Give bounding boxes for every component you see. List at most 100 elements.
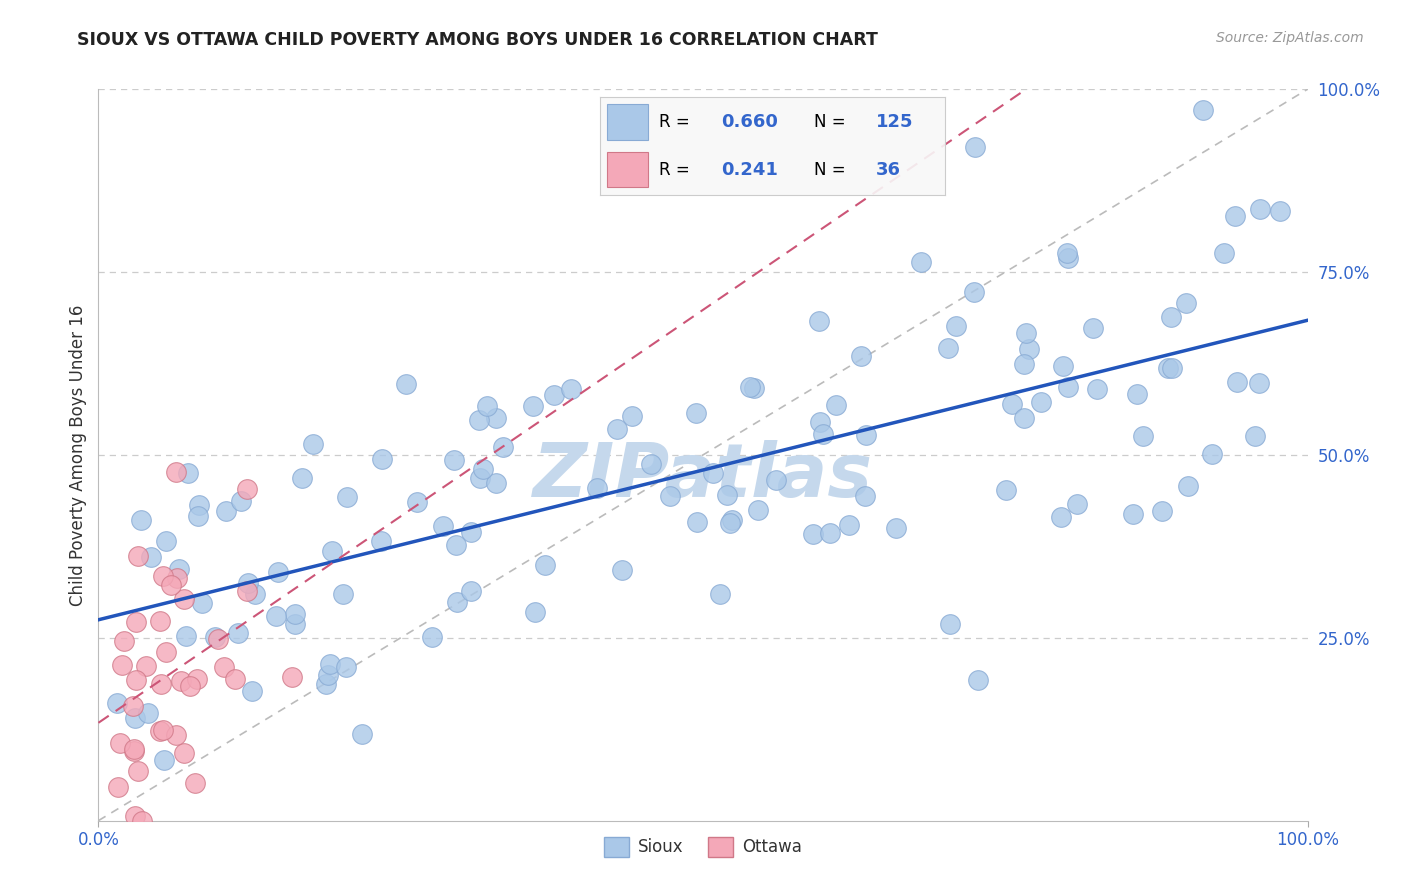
Point — [1249, 202, 1271, 216]
Point — [1150, 504, 1173, 518]
Point — [808, 314, 831, 328]
Point — [1012, 410, 1035, 425]
Point — [152, 569, 174, 583]
Point — [215, 504, 238, 518]
Point — [543, 388, 565, 402]
Point — [945, 318, 967, 333]
Point — [1157, 360, 1180, 375]
Point — [284, 617, 307, 632]
Point — [136, 706, 159, 721]
Point — [395, 376, 418, 391]
Text: ZIPatlas: ZIPatlas — [533, 441, 873, 514]
Point — [838, 518, 860, 533]
Point — [173, 591, 195, 606]
Point — [1057, 251, 1080, 265]
Point — [963, 285, 986, 300]
Point — [420, 630, 443, 644]
Point — [938, 617, 960, 632]
Point — [460, 524, 482, 539]
Point — [967, 673, 990, 687]
Point — [236, 575, 259, 590]
Point — [485, 475, 508, 490]
Point — [236, 584, 259, 599]
Point — [1132, 429, 1154, 443]
Point — [352, 727, 374, 741]
Point — [169, 562, 191, 576]
Point — [742, 381, 765, 395]
Point — [686, 516, 709, 530]
Point — [129, 513, 152, 527]
Point — [468, 413, 491, 427]
Point — [612, 563, 634, 577]
Point — [491, 440, 513, 454]
Point — [709, 587, 731, 601]
Point — [811, 426, 834, 441]
Point — [1085, 383, 1108, 397]
Point — [1001, 397, 1024, 411]
Point — [640, 457, 662, 471]
Point — [685, 406, 707, 420]
Point — [1050, 509, 1073, 524]
Point — [1160, 310, 1182, 325]
Point — [721, 513, 744, 527]
Point — [1223, 209, 1246, 223]
Point — [446, 595, 468, 609]
Point — [460, 583, 482, 598]
Point — [207, 632, 229, 647]
Point — [1018, 343, 1040, 357]
Point — [808, 415, 831, 429]
Point — [432, 519, 454, 533]
Point — [335, 660, 357, 674]
Point — [122, 699, 145, 714]
Point — [659, 489, 682, 503]
Point — [243, 587, 266, 601]
Point — [606, 422, 628, 436]
Point — [560, 382, 582, 396]
Point — [281, 670, 304, 684]
Point — [718, 516, 741, 530]
Point — [965, 140, 987, 154]
Point — [801, 527, 824, 541]
Point — [855, 428, 877, 442]
Point — [153, 753, 176, 767]
Point — [485, 411, 508, 425]
Point — [166, 571, 188, 585]
Point — [1122, 507, 1144, 521]
Point — [1226, 375, 1249, 389]
Point — [765, 474, 787, 488]
Point — [107, 780, 129, 794]
Point — [936, 341, 959, 355]
Point — [186, 673, 208, 687]
Point — [585, 481, 607, 495]
Point — [165, 465, 187, 479]
Point — [212, 660, 235, 674]
Point — [122, 743, 145, 757]
Point — [1014, 326, 1036, 340]
Point — [148, 723, 170, 738]
Point — [108, 736, 131, 750]
Point — [472, 461, 495, 475]
Point — [820, 525, 842, 540]
Point — [522, 399, 544, 413]
Point — [190, 596, 212, 610]
Point — [122, 742, 145, 756]
Point — [170, 673, 193, 688]
Point — [621, 409, 644, 423]
Point — [1014, 357, 1036, 371]
Point — [994, 483, 1017, 497]
Point — [141, 549, 163, 564]
Point — [1066, 497, 1088, 511]
Point — [290, 471, 312, 485]
Point — [1212, 246, 1234, 260]
Point — [149, 615, 172, 629]
Point — [127, 549, 149, 563]
Point — [370, 534, 392, 549]
Point — [112, 633, 135, 648]
Point — [1057, 380, 1080, 394]
Point — [229, 494, 252, 508]
Point — [284, 607, 307, 621]
Point — [315, 677, 337, 691]
Point — [1174, 296, 1197, 310]
Point — [443, 453, 465, 467]
Point — [135, 658, 157, 673]
